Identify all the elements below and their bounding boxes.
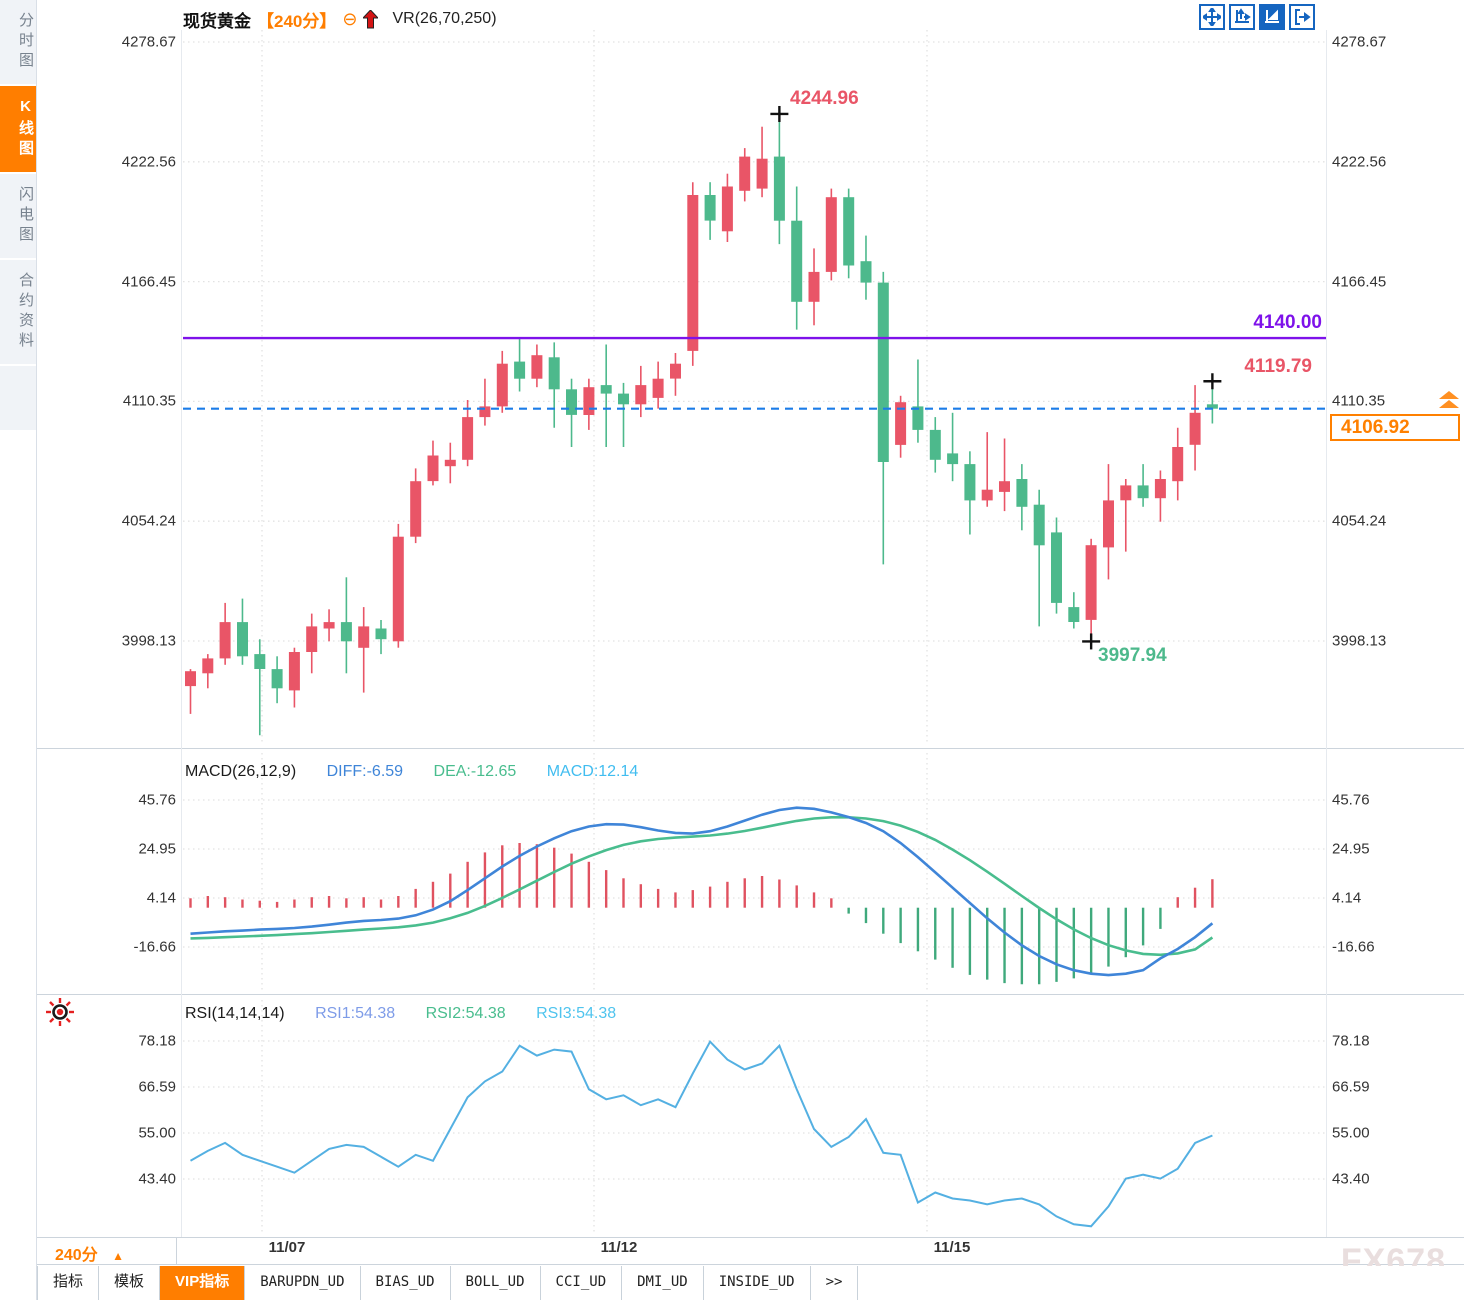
x-axis-date: 11/07 — [268, 1239, 306, 1256]
sidebar-item-time-chart[interactable]: 分时图 — [0, 0, 36, 86]
y-axis-tick: 4222.56 — [1332, 153, 1387, 171]
rsi-title: RSI(14,14,14) — [185, 1005, 285, 1022]
collapse-icon[interactable]: ⊖ — [342, 9, 358, 29]
symbol-name: 现货黄金 — [183, 11, 251, 31]
indicator-tab-2[interactable]: 模板 — [99, 1266, 161, 1300]
y-axis-tick: 3998.13 — [121, 632, 176, 650]
rsi1-value: RSI1:54.38 — [315, 1005, 396, 1022]
x-axis-date: 11/12 — [600, 1239, 638, 1256]
indicator-tab-9[interactable]: INSIDE_UD — [704, 1266, 811, 1300]
price-up-arrow-icon — [1439, 391, 1459, 408]
chart-header: 现货黄金 【240分】 ⊖ VR(26,70,250) — [183, 6, 497, 32]
y-axis-tick: 3998.13 — [1332, 632, 1387, 650]
indicator-tab-6[interactable]: BOLL_UD — [451, 1266, 541, 1300]
diff-value: DIFF:-6.59 — [326, 763, 404, 780]
sidebar-item-kline-chart[interactable]: K线图 — [0, 86, 36, 174]
swing-high-label: 4244.96 — [790, 88, 859, 109]
period-selector[interactable]: 240分 ▲ — [37, 1238, 177, 1264]
indicator-tab-3[interactable]: VIP指标 — [160, 1266, 246, 1300]
up-arrow-icon — [363, 9, 379, 28]
current-price-tag: 4106.92 — [1330, 414, 1460, 441]
indicator-tab-4[interactable]: BARUPDN_UD — [245, 1266, 361, 1300]
y-axis-tick: 4110.35 — [122, 392, 176, 410]
move-crosshair-icon[interactable] — [1199, 4, 1225, 30]
chart-type-sidebar: 分时图 K线图 闪电图 合约资料 — [0, 0, 36, 430]
macd-value: MACD:12.14 — [546, 763, 639, 780]
last-bar-high-label: 4119.79 — [1244, 356, 1312, 377]
y-axis-tick: 55.00 — [138, 1124, 176, 1142]
y-axis-tick: 4222.56 — [121, 153, 176, 171]
sidebar-divider — [36, 0, 37, 1300]
horizontal-line-price-label: 4140.00 — [1253, 312, 1322, 333]
y-axis-tick: 4166.45 — [121, 273, 176, 291]
y-axis-tick: -16.66 — [133, 938, 176, 956]
sidebar-item-lightning-chart[interactable]: 闪电图 — [0, 174, 36, 260]
fit-axis-icon[interactable] — [1229, 4, 1255, 30]
rsi-legend: RSI(14,14,14) RSI1:54.38 RSI2:54.38 RSI3… — [185, 1005, 642, 1023]
indicator-tab-7[interactable]: CCI_UD — [541, 1266, 623, 1300]
y-axis-tick: 43.40 — [1332, 1170, 1370, 1188]
y-axis-tick: 4.14 — [146, 889, 176, 907]
x-axis-date: 11/15 — [933, 1239, 971, 1256]
indicator-tab-10[interactable]: >> — [811, 1266, 859, 1300]
y-axis-tick: 45.76 — [1332, 791, 1370, 809]
y-axis-tick: 45.76 — [138, 791, 176, 809]
y-axis-tick: 4278.67 — [1332, 33, 1387, 51]
indicator-tab-5[interactable]: BIAS_UD — [361, 1266, 451, 1300]
y-axis-tick: -16.66 — [1332, 938, 1375, 956]
swing-low-label: 3997.94 — [1098, 645, 1167, 666]
y-axis-tick: 4110.35 — [1332, 392, 1386, 410]
y-axis-tick: 24.95 — [138, 840, 176, 858]
dea-value: DEA:-12.65 — [433, 763, 517, 780]
scroll-to-last-icon[interactable] — [1289, 4, 1315, 30]
y-axis-tick: 66.59 — [1332, 1078, 1370, 1096]
auto-scale-icon[interactable] — [1259, 4, 1285, 30]
macd-legend: MACD(26,12,9) DIFF:-6.59 DEA:-12.65 MACD… — [185, 763, 664, 781]
macd-title: MACD(26,12,9) — [185, 763, 297, 780]
period-up-triangle-icon: ▲ — [112, 1249, 125, 1263]
y-axis-tick: 4054.24 — [121, 512, 176, 530]
y-axis-tick: 78.18 — [138, 1032, 176, 1050]
period-selector-label: 240分 — [55, 1247, 98, 1264]
indicator-settings-sun-icon[interactable] — [44, 996, 76, 1028]
period-label: 【240分】 — [257, 11, 337, 31]
y-axis-tick: 43.40 — [138, 1170, 176, 1188]
y-axis-tick: 4166.45 — [1332, 273, 1387, 291]
y-axis-tick: 55.00 — [1332, 1124, 1370, 1142]
rsi2-value: RSI2:54.38 — [425, 1005, 506, 1022]
rsi3-value: RSI3:54.38 — [536, 1005, 617, 1022]
vr-indicator-label: VR(26,70,250) — [392, 10, 497, 27]
sidebar-item-contract-info[interactable]: 合约资料 — [0, 260, 36, 366]
y-axis-tick: 78.18 — [1332, 1032, 1370, 1050]
indicator-tab-8[interactable]: DMI_UD — [622, 1266, 704, 1300]
indicator-tab-bar: 指标 模板 VIP指标 BARUPDN_UD BIAS_UD BOLL_UD CCI_UD D… — [37, 1266, 1464, 1300]
y-axis-tick: 66.59 — [138, 1078, 176, 1096]
y-axis-tick: 4054.24 — [1332, 512, 1387, 530]
y-axis-tick: 4278.67 — [121, 33, 176, 51]
y-axis-tick: 24.95 — [1332, 840, 1370, 858]
chart-toolbar — [1199, 4, 1315, 30]
indicator-tab-1[interactable]: 指标 — [37, 1266, 100, 1300]
y-axis-tick: 4.14 — [1332, 889, 1362, 907]
